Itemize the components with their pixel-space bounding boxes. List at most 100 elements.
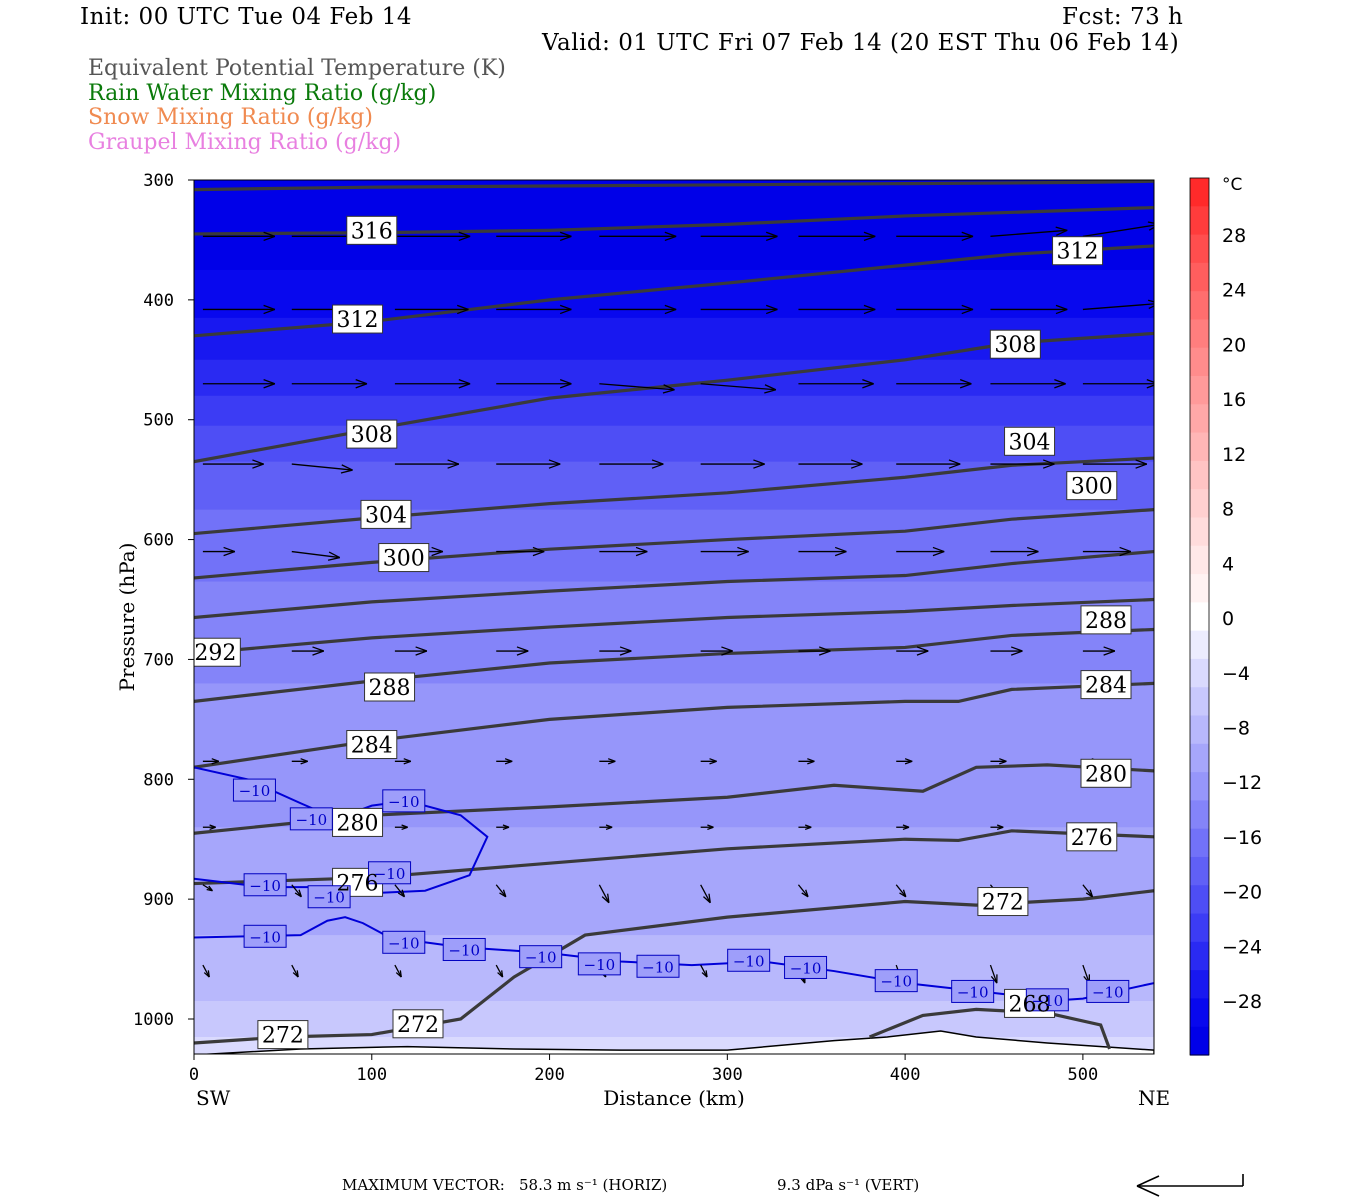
theta-e-label: 280 (1085, 762, 1127, 787)
valid-time-label: Valid: 01 UTC Fri 07 Feb 14 (20 EST Thu … (542, 30, 1180, 56)
theta-e-label-box (392, 1009, 444, 1039)
theta-e-label: 312 (337, 308, 379, 333)
theta-e-label: 276 (1071, 826, 1113, 851)
theta-e-label-box (1052, 236, 1104, 266)
wind-vector-head (1161, 825, 1167, 829)
wind-vector-head (990, 974, 998, 984)
temperature-band (194, 581, 1154, 685)
theta-e-label: 284 (351, 734, 393, 759)
wind-vector-head (559, 231, 572, 242)
theta-e-contour-284 (194, 681, 1154, 769)
wind-vector-head (294, 889, 302, 898)
theta-e-label: 284 (1085, 674, 1127, 699)
wind-vector-head (312, 646, 325, 656)
plot-area (194, 180, 1229, 1054)
colorbar-tick-label: 4 (1222, 553, 1234, 575)
isotherm-label: −10 (733, 952, 765, 970)
theta-e-label: 280 (337, 811, 379, 836)
wind-vector-head (804, 824, 812, 831)
y-axis-title: Pressure (hPa) (115, 543, 139, 692)
theta-e-label-box (346, 730, 398, 760)
max-vector-label: MAXIMUM VECTOR: (342, 1176, 505, 1194)
colorbar-unit: °C (1222, 175, 1242, 195)
max-vector-vertical: 9.3 dPa s⁻¹ (VERT) (777, 1176, 920, 1194)
wind-vector-head (1218, 380, 1229, 388)
x-tick-label: 0 (189, 1065, 199, 1085)
colorbar-bin (1190, 545, 1209, 575)
wind-vector-head (961, 304, 974, 315)
wind-vector-head (211, 758, 220, 765)
wind-vector (797, 884, 809, 898)
isotherm-label: −10 (249, 928, 281, 946)
x-axis-title: Distance (km) (603, 1086, 745, 1110)
isotherm-label-box (382, 930, 426, 954)
temperature-band (194, 461, 1154, 511)
wind-vector-head (1103, 646, 1116, 656)
wind-vector-head (1055, 226, 1068, 236)
colorbar-tick-label: 24 (1222, 280, 1246, 302)
isotherm-label: −10 (313, 889, 345, 907)
colorbar-tick-label: 12 (1222, 444, 1246, 466)
wind-vector-head (916, 646, 929, 656)
colorbar-bin (1190, 206, 1209, 236)
isotherm-label-box (307, 885, 351, 909)
wind-vector-head (701, 970, 708, 978)
isotherm-label: −10 (388, 793, 420, 811)
colorbar-frame (1189, 177, 1210, 1056)
isotherm-label-box (289, 807, 333, 831)
wind-vector-head (499, 889, 507, 898)
wind-vector-head (223, 546, 236, 557)
wind-vector-head (458, 379, 471, 389)
colorbar-bin (1190, 574, 1209, 603)
wind-vector-head (263, 231, 276, 242)
wind-vector-head (532, 546, 545, 557)
theta-e-label: 268 (1009, 992, 1051, 1017)
colorbar-bin (1190, 489, 1209, 519)
wind-vector-head (292, 970, 299, 978)
colorbar-tick-label: −28 (1222, 991, 1262, 1013)
isotherm-label: −10 (642, 958, 674, 976)
colorbar-tick-label: 16 (1222, 389, 1246, 411)
wind-vector-head (252, 459, 264, 469)
theta-e-label: 272 (397, 1013, 439, 1038)
wind-vector-head (447, 459, 460, 469)
colorbar-tick-label: 28 (1222, 225, 1246, 247)
wind-vector (700, 964, 708, 978)
wind-vector-head (959, 379, 972, 389)
colorbar-bin (1190, 262, 1209, 292)
isotherm-label-box (1025, 988, 1069, 1012)
y-tick-label: 1000 (133, 1010, 174, 1030)
wind-vector-head (703, 893, 711, 904)
colorbar-bin (1190, 970, 1209, 1000)
wind-vector-head (948, 459, 961, 469)
y-tick-label: 900 (143, 890, 174, 910)
isotherm-label-box (368, 861, 412, 885)
wind-vector-head (1010, 646, 1023, 656)
theta-e-label: 304 (1009, 430, 1051, 455)
wind-vector-head (753, 459, 765, 469)
wind-vector-head (619, 646, 632, 656)
colorbar-tick-label: −20 (1222, 882, 1262, 904)
wind-vector (700, 884, 711, 904)
theta-e-label-box (346, 215, 398, 245)
wind-vector-head (961, 231, 974, 242)
legend-snow-mixing-ratio: Snow Mixing Ratio (g/kg) (88, 105, 373, 130)
wind-vector-head (1042, 459, 1055, 469)
isotherm-label: −10 (448, 941, 480, 959)
colorbar-bin (1190, 460, 1209, 490)
theta-e-label-box (1004, 426, 1056, 456)
wind-vector-head (327, 551, 341, 561)
wind-vector-head (996, 824, 1004, 831)
isotherm-label: −10 (296, 811, 328, 829)
theta-e-label: 300 (383, 547, 425, 572)
colorbar-bin (1190, 885, 1209, 915)
theta-e-label: 308 (994, 333, 1036, 358)
colorbar-tick-label: 20 (1222, 334, 1246, 356)
temperature-band (194, 683, 1154, 829)
colorbar-tick-label: −16 (1222, 827, 1262, 849)
theta-e-label: 272 (982, 891, 1024, 916)
wind-vector-head (601, 893, 610, 904)
isotherm-label: −10 (525, 949, 557, 967)
x-tick-label: 400 (890, 1065, 921, 1085)
wind-vector (291, 550, 340, 559)
